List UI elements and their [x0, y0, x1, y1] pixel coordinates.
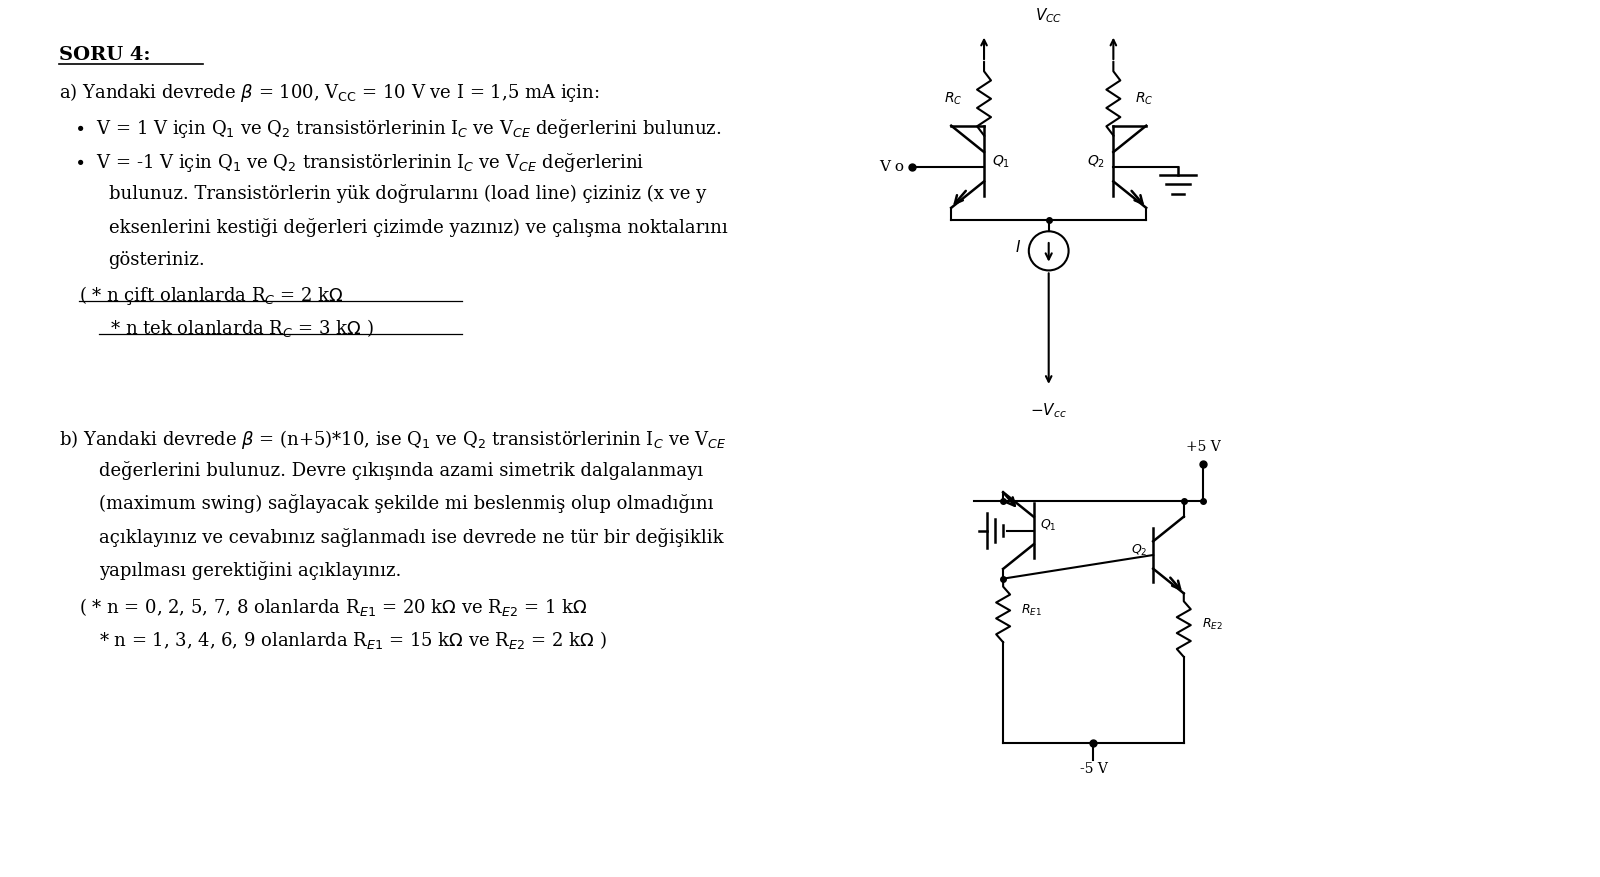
- Text: ( * n = 0, 2, 5, 7, 8 olanlarda R$_{E1}$ = 20 k$\Omega$ ve R$_{E2}$ = 1 k$\Omega: ( * n = 0, 2, 5, 7, 8 olanlarda R$_{E1}$…: [78, 596, 587, 618]
- Text: yapılması gerektiğini açıklayınız.: yapılması gerektiğini açıklayınız.: [99, 561, 402, 580]
- Text: V o: V o: [880, 160, 904, 174]
- Text: $Q_2$: $Q_2$: [1088, 153, 1106, 170]
- Text: değerlerini bulunuz. Devre çıkışında azami simetrik dalgalanmayı: değerlerini bulunuz. Devre çıkışında aza…: [99, 461, 702, 480]
- Text: $Q_1$: $Q_1$: [992, 153, 1010, 170]
- Text: a) Yandaki devrede $\beta$ = 100, V$_{\mathrm{CC}}$ = 10 V ve I = 1,5 mA için:: a) Yandaki devrede $\beta$ = 100, V$_{\m…: [59, 81, 600, 103]
- Text: +5 V: +5 V: [1186, 440, 1221, 454]
- Text: $R_{E2}$: $R_{E2}$: [1202, 617, 1222, 632]
- Text: açıklayınız ve cevabınız sağlanmadı ise devrede ne tür bir değişiklik: açıklayınız ve cevabınız sağlanmadı ise …: [99, 528, 723, 546]
- Text: * n tek olanlarda R$_C$ = 3 k$\Omega$ ): * n tek olanlarda R$_C$ = 3 k$\Omega$ ): [99, 317, 373, 339]
- Text: (maximum swing) sağlayacak şekilde mi beslenmiş olup olmadığını: (maximum swing) sağlayacak şekilde mi be…: [99, 495, 714, 513]
- Text: $Q_2$: $Q_2$: [1131, 543, 1147, 558]
- Text: $-V_{cc}$: $-V_{cc}$: [1030, 402, 1067, 420]
- Text: b) Yandaki devrede $\beta$ = (n+5)*10, ise Q$_1$ ve Q$_2$ transistörlerinin I$_C: b) Yandaki devrede $\beta$ = (n+5)*10, i…: [59, 428, 726, 451]
- Text: gösteriniz.: gösteriniz.: [109, 251, 205, 269]
- Text: SORU 4:: SORU 4:: [59, 46, 150, 65]
- Text: bulunuz. Transistörlerin yük doğrularını (load line) çiziniz (x ve y: bulunuz. Transistörlerin yük doğrularını…: [109, 184, 706, 203]
- Text: $\bullet$  V = 1 V için Q$_1$ ve Q$_2$ transistörlerinin I$_C$ ve V$_{CE}$ değer: $\bullet$ V = 1 V için Q$_1$ ve Q$_2$ tr…: [74, 117, 722, 139]
- Text: eksenlerini kestiği değerleri çizimde yazınız) ve çalışma noktalarını: eksenlerini kestiği değerleri çizimde ya…: [109, 217, 728, 237]
- Text: $R_{E1}$: $R_{E1}$: [1021, 602, 1042, 617]
- Text: $R_C$: $R_C$: [944, 90, 962, 107]
- Text: $R_C$: $R_C$: [1136, 90, 1154, 107]
- Text: ( * n çift olanlarda R$_C$ = 2 k$\Omega$: ( * n çift olanlarda R$_C$ = 2 k$\Omega$: [78, 284, 344, 307]
- Text: $Q_1$: $Q_1$: [1040, 518, 1056, 533]
- Text: * n = 1, 3, 4, 6, 9 olanlarda R$_{E1}$ = 15 k$\Omega$ ve R$_{E2}$ = 2 k$\Omega$ : * n = 1, 3, 4, 6, 9 olanlarda R$_{E1}$ =…: [99, 630, 606, 652]
- Text: $I$: $I$: [1014, 239, 1021, 255]
- Text: -5 V: -5 V: [1080, 762, 1107, 776]
- Text: $V_{CC}$: $V_{CC}$: [1035, 6, 1062, 25]
- Text: $\bullet$  V = -1 V için Q$_1$ ve Q$_2$ transistörlerinin I$_C$ ve V$_{CE}$ değe: $\bullet$ V = -1 V için Q$_1$ ve Q$_2$ t…: [74, 151, 645, 175]
